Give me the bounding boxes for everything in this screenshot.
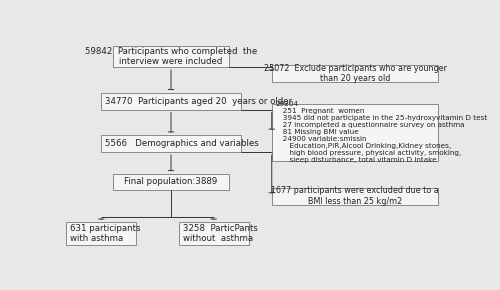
FancyBboxPatch shape	[66, 222, 136, 245]
Text: 631 participants
with asthma: 631 participants with asthma	[70, 224, 141, 243]
FancyBboxPatch shape	[101, 93, 241, 110]
Text: 29204
   251  Pregnant  women
   3945 did not participate in the 25-hydroxyvitam: 29204 251 Pregnant women 3945 did not pa…	[276, 102, 487, 164]
Text: 5566   Demographics and variables: 5566 Demographics and variables	[105, 139, 259, 148]
FancyBboxPatch shape	[272, 65, 438, 82]
Text: 3258  ParticPants
without  asthma: 3258 ParticPants without asthma	[182, 224, 258, 243]
FancyBboxPatch shape	[113, 46, 229, 67]
FancyBboxPatch shape	[272, 188, 438, 204]
Text: 1677 participants were excluded due to a
BMI less than 25 kg/m2: 1677 participants were excluded due to a…	[271, 186, 439, 206]
FancyBboxPatch shape	[113, 174, 229, 190]
FancyBboxPatch shape	[179, 222, 248, 245]
Text: 34770  Participants aged 20  years or older: 34770 Participants aged 20 years or olde…	[105, 97, 292, 106]
Text: Final population:3889: Final population:3889	[124, 177, 218, 186]
Text: 59842  Participants who completed  the
interview were included: 59842 Participants who completed the int…	[85, 47, 257, 66]
Text: 25072  Exclude participants who are younger
than 20 years old: 25072 Exclude participants who are young…	[264, 64, 446, 83]
FancyBboxPatch shape	[272, 104, 438, 161]
FancyBboxPatch shape	[101, 135, 241, 152]
